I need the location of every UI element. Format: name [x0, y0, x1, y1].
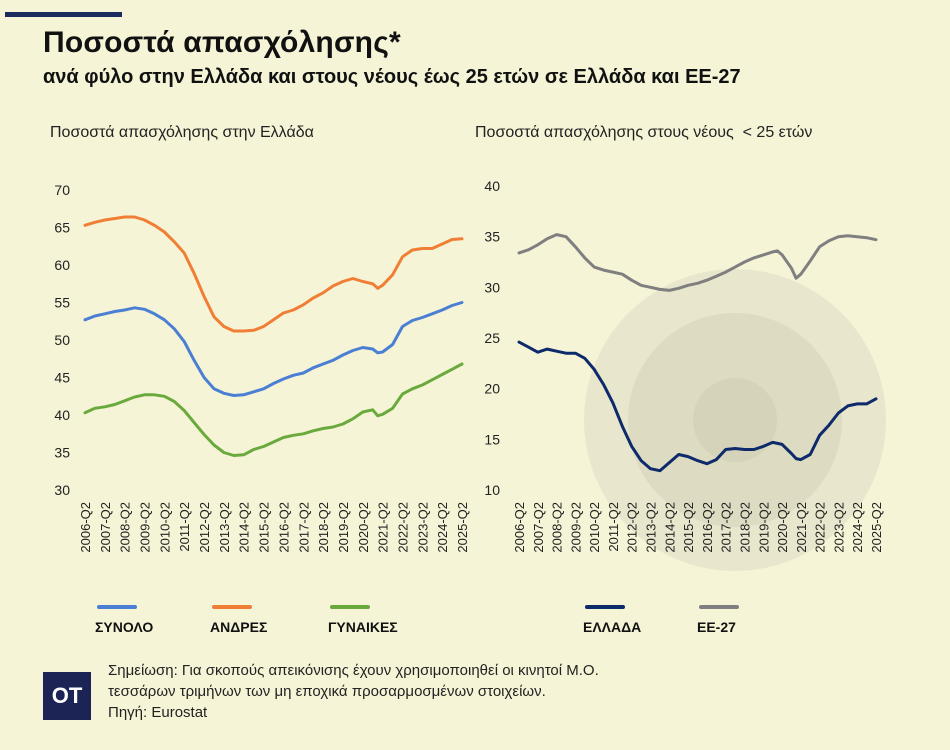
- footer-note: Σημείωση: Για σκοπούς απεικόνισης έχουν …: [108, 660, 599, 723]
- legend-swatch: [97, 605, 137, 609]
- y-tick-label: 15: [484, 431, 500, 447]
- x-tick-label: 2015-Q2: [681, 502, 696, 553]
- y-tick-label: 40: [54, 407, 70, 423]
- decor-circle-inner: [693, 378, 777, 462]
- x-tick-label: 2012-Q2: [197, 502, 212, 553]
- x-tick-label: 2020-Q2: [775, 502, 790, 553]
- legend-label: ΓΥΝΑΙΚΕΣ: [328, 619, 398, 635]
- x-tick-label: 2021-Q2: [376, 502, 391, 553]
- x-tick-label: 2009-Q2: [568, 502, 583, 553]
- x-tick-label: 2023-Q2: [415, 502, 430, 553]
- x-tick-label: 2025-Q2: [455, 502, 470, 553]
- page-title: Ποσοστά απασχόλησης*: [43, 26, 401, 59]
- x-tick-label: 2024-Q2: [435, 502, 450, 553]
- ot-logo: ΟΤ: [43, 672, 91, 720]
- x-tick-label: 2010-Q2: [587, 502, 602, 553]
- right-chart: 40 35 30 25 20 15 10 2006-Q2 2007-Q2 2008-Q2 2009-…: [484, 178, 884, 553]
- y-tick-label: 70: [54, 182, 70, 198]
- y-tick-label: 10: [484, 482, 500, 498]
- x-tick-label: 2008-Q2: [118, 502, 133, 553]
- legend-label: ΑΝΔΡΕΣ: [210, 619, 268, 635]
- legend-item: ΕΛΛΑΔΑ: [583, 605, 641, 635]
- y-tick-label: 25: [484, 330, 500, 346]
- y-tick-label: 60: [54, 257, 70, 273]
- x-tick-label: 2024-Q2: [850, 502, 865, 553]
- x-tick-label: 2006-Q2: [78, 502, 93, 553]
- right-chart-title: Ποσοστά απασχόλησης στους νέους < 25 ετώ…: [475, 124, 813, 141]
- legend-label: ΣΥΝΟΛΟ: [95, 619, 154, 635]
- x-tick-label: 2023-Q2: [831, 502, 846, 553]
- y-tick-label: 45: [54, 370, 70, 386]
- legend-swatch: [699, 605, 739, 609]
- x-tick-label: 2013-Q2: [217, 502, 232, 553]
- decorative-circles: [584, 269, 886, 571]
- x-tick-label: 2012-Q2: [625, 502, 640, 553]
- legend-label: ΕΕ-27: [697, 619, 736, 635]
- legend-label: ΕΛΛΑΔΑ: [583, 619, 642, 635]
- x-tick-label: 2022-Q2: [395, 502, 410, 553]
- x-tick-label: 2016-Q2: [276, 502, 291, 553]
- left-chart-title: Ποσοστά απασχόλησης στην Ελλάδα: [50, 124, 314, 141]
- page-subtitle: ανά φύλο στην Ελλάδα και στους νέους έως…: [43, 66, 741, 88]
- x-tick-label: 2015-Q2: [257, 502, 272, 553]
- legend-swatch: [585, 605, 625, 609]
- x-tick-label: 2008-Q2: [550, 502, 565, 553]
- x-tick-label: 2017-Q2: [719, 502, 734, 553]
- y-tick-label: 20: [484, 381, 500, 397]
- legend-swatch: [212, 605, 252, 609]
- y-tick-label: 40: [484, 178, 500, 194]
- note-line-1: Σημείωση: Για σκοπούς απεικόνισης έχουν …: [108, 662, 599, 679]
- y-tick-label: 50: [54, 332, 70, 348]
- source-text: Πηγή: Eurostat: [108, 704, 208, 721]
- x-tick-label: 2021-Q2: [794, 502, 809, 553]
- x-tick-label: 2007-Q2: [531, 502, 546, 553]
- y-tick-label: 30: [54, 482, 70, 498]
- x-tick-label: 2007-Q2: [98, 502, 113, 553]
- x-tick-label: 2017-Q2: [296, 502, 311, 553]
- y-tick-label: 30: [484, 279, 500, 295]
- legend-item: ΕΕ-27: [697, 605, 739, 635]
- y-tick-label: 55: [54, 295, 70, 311]
- x-tick-label: 2014-Q2: [237, 502, 252, 553]
- legend-swatch: [330, 605, 370, 609]
- x-tick-label: 2010-Q2: [157, 502, 172, 553]
- x-tick-label: 2020-Q2: [356, 502, 371, 553]
- y-tick-label: 35: [54, 445, 70, 461]
- x-tick-label: 2006-Q2: [512, 502, 527, 553]
- x-tick-label: 2019-Q2: [336, 502, 351, 553]
- note-line-2: τεσσάρων τριμήνων των μη εποχικά προσαρμ…: [108, 683, 546, 700]
- x-tick-label: 2009-Q2: [138, 502, 153, 553]
- logo-text: ΟΤ: [51, 683, 83, 708]
- legend-item: ΑΝΔΡΕΣ: [210, 605, 267, 635]
- x-tick-label: 2011-Q2: [606, 502, 621, 552]
- series-line-0: [517, 340, 878, 473]
- x-tick-label: 2025-Q2: [869, 502, 884, 553]
- legend-item: ΣΥΝΟΛΟ: [95, 605, 153, 635]
- series-line-2: [83, 362, 464, 457]
- legend-item: ΓΥΝΑΙΚΕΣ: [328, 605, 398, 635]
- x-tick-label: 2011-Q2: [177, 502, 192, 552]
- x-tick-label: 2016-Q2: [700, 502, 715, 553]
- x-tick-label: 2014-Q2: [662, 502, 677, 553]
- series-line-1: [83, 215, 464, 333]
- x-tick-label: 2018-Q2: [316, 502, 331, 553]
- y-tick-label: 35: [484, 229, 500, 245]
- x-tick-label: 2018-Q2: [737, 502, 752, 553]
- left-chart: 70 65 60 55 50 45 40 35 30 2006-Q2 2007-Q2 2008-Q2 2…: [54, 182, 470, 553]
- x-tick-label: 2019-Q2: [756, 502, 771, 553]
- series-line-0: [83, 301, 464, 397]
- accent-bar: [5, 12, 122, 17]
- series-line-1: [517, 233, 878, 292]
- x-tick-label: 2022-Q2: [813, 502, 828, 553]
- y-tick-label: 65: [54, 220, 70, 236]
- x-tick-label: 2013-Q2: [644, 502, 659, 553]
